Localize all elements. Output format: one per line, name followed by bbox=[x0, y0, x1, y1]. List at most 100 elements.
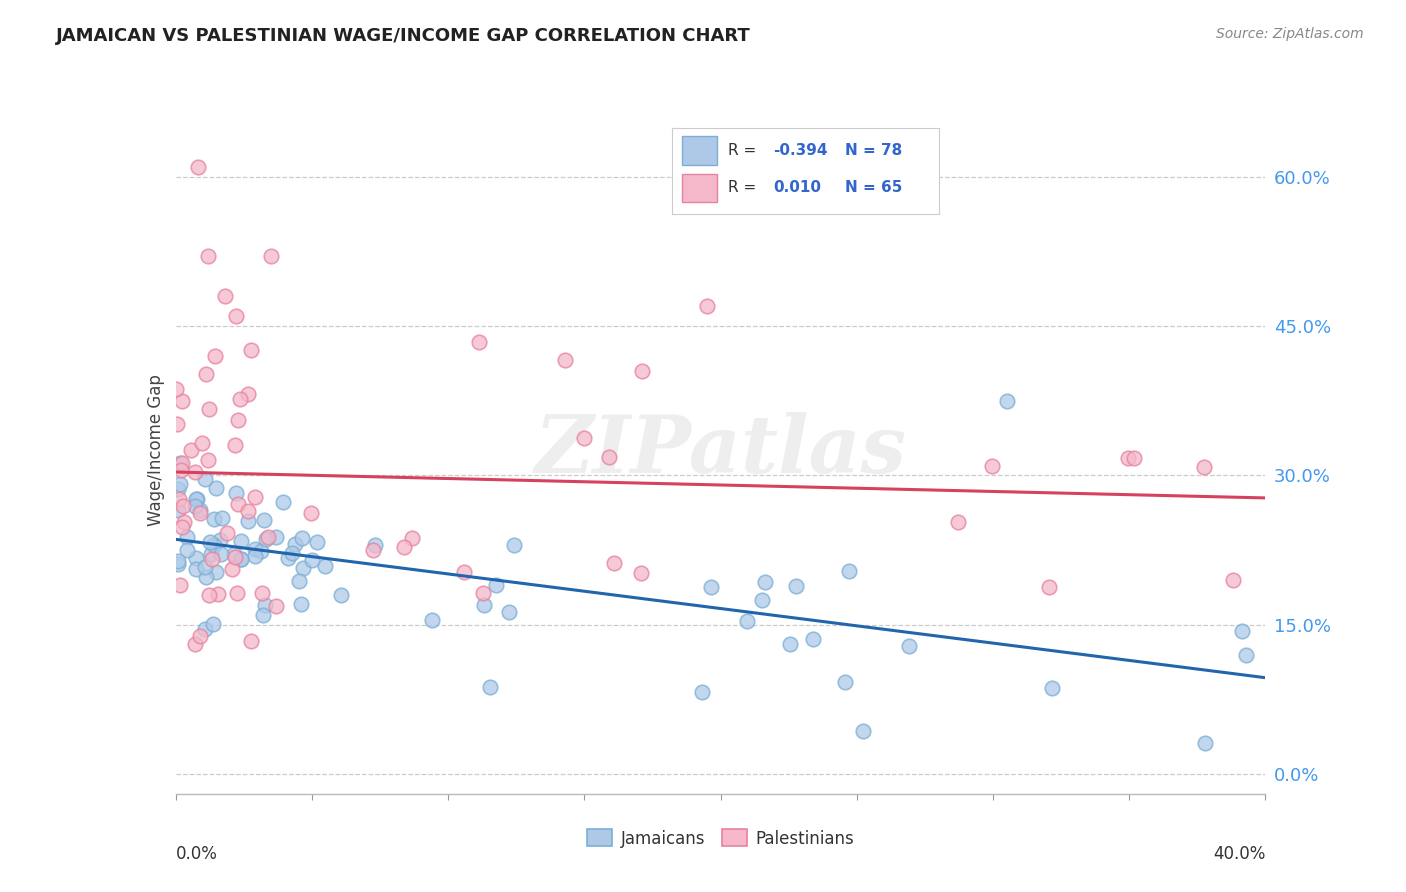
Point bbox=[271, 495, 294, 509]
Text: N = 78: N = 78 bbox=[845, 143, 903, 158]
Point bbox=[299, 506, 322, 520]
Point bbox=[897, 639, 920, 653]
Point bbox=[172, 394, 194, 409]
Point bbox=[202, 617, 225, 632]
Point bbox=[224, 547, 246, 561]
Point bbox=[394, 541, 416, 555]
Point bbox=[252, 513, 274, 527]
Point bbox=[995, 393, 1018, 408]
Point bbox=[226, 498, 249, 512]
Point bbox=[264, 530, 287, 544]
Point bbox=[284, 537, 307, 551]
Point bbox=[176, 530, 198, 544]
Point bbox=[207, 587, 229, 601]
Point bbox=[197, 453, 219, 467]
FancyBboxPatch shape bbox=[682, 174, 717, 202]
Point bbox=[256, 530, 278, 544]
Point bbox=[194, 622, 217, 636]
Point bbox=[598, 450, 620, 464]
Point bbox=[229, 552, 252, 566]
Point bbox=[980, 458, 1002, 473]
Point bbox=[834, 675, 856, 690]
Point bbox=[186, 160, 209, 174]
Legend: Jamaicans, Palestinians: Jamaicans, Palestinians bbox=[581, 822, 860, 855]
Point bbox=[1194, 736, 1216, 750]
Point bbox=[630, 364, 652, 378]
Point bbox=[224, 437, 246, 451]
Point bbox=[252, 607, 274, 622]
Point bbox=[290, 531, 312, 545]
Text: Source: ZipAtlas.com: Source: ZipAtlas.com bbox=[1216, 27, 1364, 41]
Point bbox=[186, 492, 208, 507]
Point bbox=[264, 599, 287, 613]
Point bbox=[364, 538, 387, 552]
Point bbox=[471, 586, 494, 600]
Point bbox=[173, 515, 195, 529]
Point bbox=[253, 598, 276, 612]
Point bbox=[229, 392, 252, 406]
Point bbox=[170, 456, 193, 470]
Point bbox=[305, 534, 328, 549]
Point bbox=[184, 551, 207, 566]
Point bbox=[785, 579, 807, 593]
Point bbox=[1040, 681, 1063, 695]
Point bbox=[484, 578, 506, 592]
Point bbox=[191, 436, 214, 450]
Point bbox=[169, 456, 191, 470]
Text: 40.0%: 40.0% bbox=[1213, 846, 1265, 863]
Text: ZIPatlas: ZIPatlas bbox=[534, 412, 907, 489]
Point bbox=[209, 547, 232, 561]
Point bbox=[226, 586, 249, 600]
Point bbox=[779, 637, 801, 651]
Point bbox=[198, 588, 221, 602]
Text: R =: R = bbox=[727, 143, 761, 158]
Point bbox=[401, 532, 423, 546]
Point bbox=[314, 559, 336, 574]
FancyBboxPatch shape bbox=[682, 136, 717, 164]
Point bbox=[225, 309, 247, 323]
Point bbox=[467, 334, 489, 349]
Point bbox=[225, 485, 247, 500]
Point bbox=[202, 512, 225, 526]
Point bbox=[503, 538, 526, 552]
Point bbox=[329, 588, 352, 602]
Point bbox=[197, 401, 219, 416]
Point bbox=[176, 542, 198, 557]
Point bbox=[205, 565, 228, 579]
Point bbox=[224, 550, 246, 565]
Point bbox=[204, 349, 226, 363]
Point bbox=[180, 442, 202, 457]
Point bbox=[166, 417, 188, 431]
Point bbox=[200, 547, 222, 561]
Text: JAMAICAN VS PALESTINIAN WAGE/INCOME GAP CORRELATION CHART: JAMAICAN VS PALESTINIAN WAGE/INCOME GAP … bbox=[56, 27, 751, 45]
Point bbox=[852, 723, 875, 738]
Point bbox=[363, 543, 385, 558]
Point bbox=[239, 633, 262, 648]
Point bbox=[288, 574, 311, 588]
Point bbox=[236, 504, 259, 518]
Point bbox=[183, 500, 205, 514]
Text: R =: R = bbox=[727, 180, 761, 195]
Point bbox=[217, 526, 239, 541]
Point bbox=[194, 570, 217, 584]
Point bbox=[292, 561, 315, 575]
Point bbox=[700, 580, 723, 594]
Point bbox=[186, 492, 208, 507]
Point bbox=[169, 578, 191, 592]
Point bbox=[243, 542, 266, 557]
Point bbox=[221, 562, 243, 576]
Point bbox=[167, 557, 190, 571]
Point bbox=[574, 431, 596, 445]
Text: 0.0%: 0.0% bbox=[176, 846, 218, 863]
Point bbox=[229, 534, 252, 549]
Point bbox=[696, 299, 718, 313]
Text: N = 65: N = 65 bbox=[845, 180, 903, 195]
Point bbox=[420, 613, 443, 627]
Point bbox=[754, 575, 776, 590]
Point bbox=[169, 492, 191, 507]
Point bbox=[1236, 648, 1258, 662]
Point bbox=[453, 565, 475, 579]
Point bbox=[1038, 580, 1060, 594]
Text: 0.010: 0.010 bbox=[773, 180, 821, 195]
Point bbox=[239, 343, 262, 357]
